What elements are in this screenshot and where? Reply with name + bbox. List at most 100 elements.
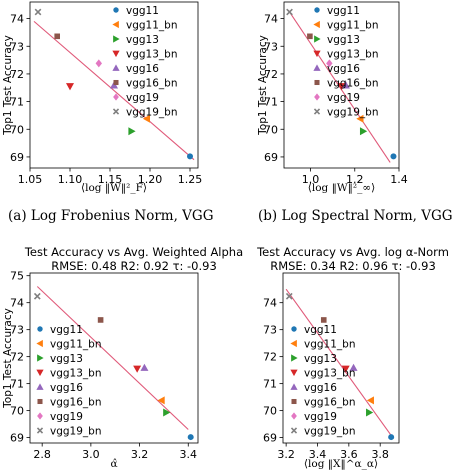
- y-axis-label: Top1 Test Accuracy: [257, 35, 269, 136]
- chart-subtitle: RMSE: 0.48 R2: 0.92 τ: -0.93: [51, 259, 217, 273]
- legend-label-vgg11_bn: vgg11_bn: [50, 339, 101, 351]
- legend-marker-vgg16_bn: [314, 79, 320, 86]
- legend: vgg11 vgg11_bn vgg13 vgg13_bn vgg16 vgg16_bnv…: [36, 324, 101, 438]
- x-axis-label: α̂: [110, 458, 117, 470]
- legend-marker-vgg13: [291, 354, 298, 362]
- point-vgg13_bn: [337, 83, 346, 91]
- legend-marker-vgg11_bn: [36, 339, 43, 348]
- point-vgg16_bn: [54, 33, 60, 40]
- legend-marker-vgg16: [36, 383, 44, 390]
- legend-marker-vgg11_bn: [112, 20, 119, 29]
- legend-label-vgg19_bn: vgg19_bn: [50, 426, 101, 438]
- x-axis-label: ⟨log ‖X‖^α_α⟩: [304, 458, 378, 471]
- legend-marker-vgg19_bn: [112, 108, 120, 115]
- point-vgg16: [341, 81, 350, 89]
- legend-label-vgg11_bn: vgg11_bn: [304, 339, 355, 351]
- legend-label-vgg13_bn: vgg13_bn: [327, 49, 378, 61]
- plot-frame: [283, 1, 400, 169]
- y-tick-label: 74: [263, 297, 277, 310]
- x-tick-label: 1.0: [302, 173, 320, 186]
- y-tick-label: 73: [264, 40, 278, 53]
- plot-frame: [282, 272, 400, 444]
- point-vgg16_bn: [307, 33, 313, 40]
- point-vgg19_bn: [285, 292, 293, 300]
- point-vgg16_bn: [320, 317, 327, 323]
- legend-marker-vgg16_bn: [37, 398, 43, 405]
- legend-marker-vgg19: [291, 412, 297, 420]
- legend-label-vgg16_bn: vgg16_bn: [50, 397, 101, 409]
- legend-label-vgg13: vgg13: [304, 353, 337, 365]
- y-tick-label: 74: [264, 13, 278, 26]
- legend-marker-vgg13: [113, 35, 120, 43]
- y-tick-label: 75: [10, 270, 24, 283]
- legend-marker-vgg19_bn: [36, 427, 44, 434]
- legend-label-vgg11: vgg11: [50, 324, 83, 336]
- y-tick-label: 69: [264, 151, 278, 164]
- legend-label-vgg11: vgg11: [126, 5, 159, 17]
- x-tick-label: 3.4: [309, 448, 327, 461]
- point-vgg11: [390, 153, 397, 160]
- chart-subtitle: RMSE: 0.34 R2: 0.96 τ: -0.93: [270, 259, 436, 273]
- chart-title: Test Accuracy vs Avg. Weighted Alpha: [24, 245, 243, 259]
- y-tick-label: 69: [10, 432, 24, 445]
- y-tick-label: 73: [10, 324, 24, 337]
- point-vgg11: [187, 153, 193, 160]
- legend-marker-vgg13: [37, 354, 44, 362]
- point-vgg11: [187, 434, 194, 441]
- legend-label-vgg16: vgg16: [126, 63, 159, 75]
- legend: vgg11 vgg11_bn vgg13 vgg13_bn vgg16 vgg16_bnv…: [112, 5, 177, 119]
- legend-label-vgg19_bn: vgg19_bn: [304, 426, 355, 438]
- legend-label-vgg19: vgg19: [327, 92, 360, 104]
- legend-marker-vgg11: [37, 326, 43, 332]
- x-tick-label: 3.2: [131, 448, 149, 461]
- point-vgg11_bn: [366, 396, 374, 405]
- y-axis-label: Top1 Test Accuracy: [2, 308, 14, 409]
- legend-marker-vgg13_bn: [36, 369, 44, 377]
- point-vgg11_bn: [142, 114, 150, 123]
- point-vgg11_bn: [356, 114, 364, 123]
- legend-label-vgg16_bn: vgg16_bn: [304, 397, 355, 409]
- regression-line: [285, 288, 394, 438]
- legend-label-vgg16: vgg16: [327, 63, 360, 75]
- caption-b: (b) Log Spectral Norm, VGG: [258, 208, 453, 224]
- x-tick-label: 1.20: [138, 173, 163, 186]
- y-tick-label: 70: [263, 405, 277, 418]
- y-tick-label: 69: [263, 432, 277, 445]
- y-axis-label: Top1 Test Accuracy: [2, 35, 14, 136]
- legend-label-vgg19: vgg19: [50, 411, 83, 423]
- x-tick-label: 1.2: [346, 173, 364, 186]
- y-tick-label: 72: [264, 68, 278, 81]
- legend-label-vgg19: vgg19: [304, 411, 337, 423]
- legend-label-vgg11_bn: vgg11_bn: [327, 20, 378, 32]
- chart-title: Test Accuracy vs Avg. log α-Norm: [256, 245, 449, 259]
- point-vgg13_bn: [341, 365, 350, 373]
- legend-label-vgg13: vgg13: [126, 34, 159, 46]
- x-axis-label: ⟨log ‖W‖²_F⟩: [81, 182, 147, 195]
- y-tick-label: 71: [264, 96, 278, 109]
- legend-marker-vgg19: [113, 93, 119, 101]
- point-vgg13: [359, 127, 368, 136]
- legend-label-vgg13: vgg13: [327, 34, 360, 46]
- legend-marker-vgg16_bn: [291, 398, 297, 405]
- legend-marker-vgg13_bn: [290, 369, 298, 377]
- legend-label-vgg16_bn: vgg16_bn: [327, 78, 378, 90]
- legend-label-vgg11_bn: vgg11_bn: [126, 20, 177, 32]
- caption-a: (a) Log Frobenius Norm, VGG: [8, 208, 214, 224]
- legend-marker-vgg13_bn: [112, 50, 120, 58]
- panel-2: 1.0 1.2 1.4 69 70 71 72 73 74 Top1 Test Accuracy ⟨…: [257, 1, 408, 195]
- x-tick-label: 1.10: [58, 173, 83, 186]
- point-vgg13_bn: [133, 365, 142, 373]
- y-tick-label: 70: [10, 123, 24, 136]
- legend-label-vgg19_bn: vgg19_bn: [327, 107, 378, 119]
- y-tick-label: 74: [10, 13, 24, 26]
- y-tick-label: 73: [263, 324, 277, 337]
- legend-marker-vgg11_bn: [313, 20, 320, 29]
- y-tick-label: 71: [10, 96, 24, 109]
- y-tick-label: 72: [263, 351, 277, 364]
- y-tick-label: 72: [10, 351, 24, 364]
- x-tick-label: 1.15: [98, 173, 123, 186]
- legend-marker-vgg19: [314, 93, 320, 101]
- legend-marker-vgg19_bn: [290, 427, 298, 434]
- point-vgg16: [140, 363, 149, 371]
